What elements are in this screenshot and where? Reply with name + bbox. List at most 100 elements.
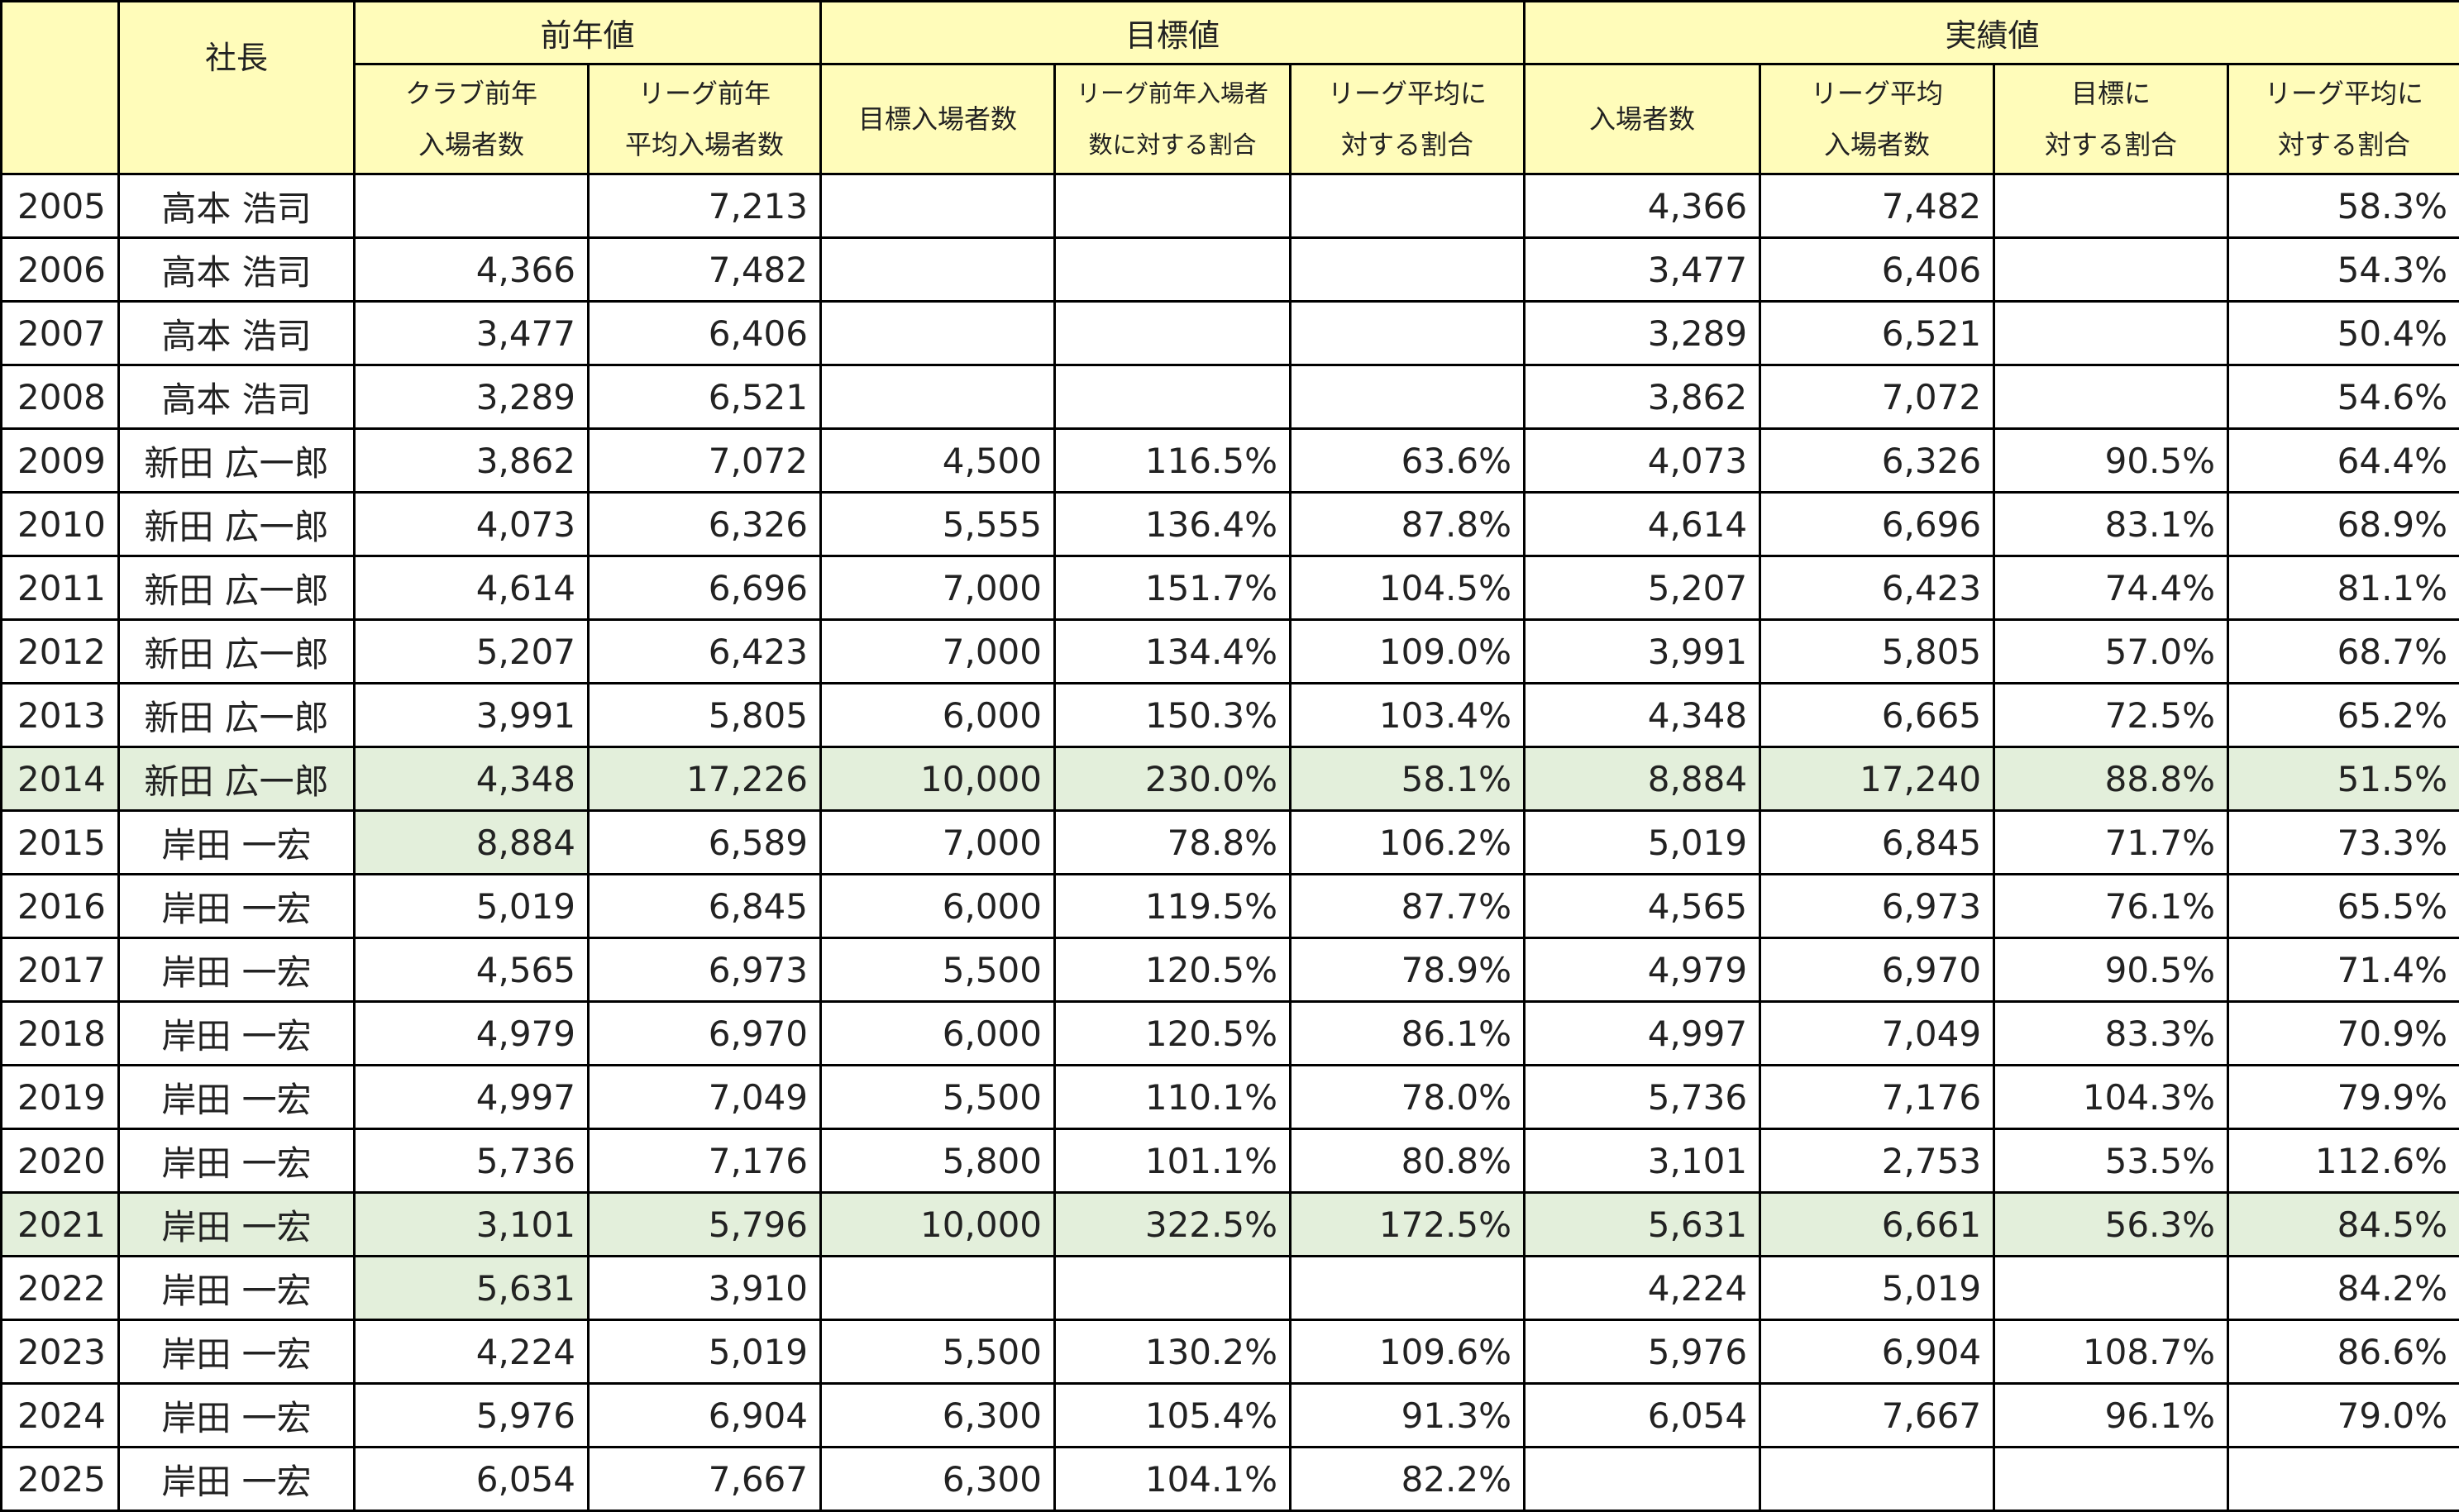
value-cell: 4,073 <box>355 493 589 556</box>
value-cell: 130.2% <box>1055 1320 1291 1384</box>
year-cell: 2021 <box>2 1193 119 1257</box>
name-cell: 岸田 一宏 <box>119 1320 355 1384</box>
name-cell: 高本 浩司 <box>119 238 355 302</box>
name-cell: 新田 広一郎 <box>119 429 355 493</box>
value-cell: 57.0% <box>1994 620 2228 684</box>
value-cell: 50.4% <box>2228 302 2459 365</box>
empty-cell <box>821 302 1055 365</box>
value-cell: 5,019 <box>589 1320 821 1384</box>
value-cell: 84.2% <box>2228 1257 2459 1320</box>
value-cell: 17,240 <box>1760 747 1994 811</box>
value-cell: 7,072 <box>589 429 821 493</box>
value-cell: 7,482 <box>589 238 821 302</box>
value-cell: 5,736 <box>1525 1066 1760 1129</box>
value-cell: 5,500 <box>821 1066 1055 1129</box>
value-cell: 5,019 <box>1525 811 1760 875</box>
value-cell: 6,406 <box>589 302 821 365</box>
year-cell: 2008 <box>2 365 119 429</box>
value-cell: 3,101 <box>355 1193 589 1257</box>
empty-cell <box>1291 174 1525 238</box>
value-cell: 230.0% <box>1055 747 1291 811</box>
value-cell: 6,423 <box>1760 556 1994 620</box>
name-cell: 岸田 一宏 <box>119 1448 355 1511</box>
value-cell: 119.5% <box>1055 875 1291 938</box>
value-cell: 58.1% <box>1291 747 1525 811</box>
empty-cell <box>1055 174 1291 238</box>
value-cell: 6,326 <box>589 493 821 556</box>
name-cell: 岸田 一宏 <box>119 1129 355 1193</box>
empty-cell <box>1291 302 1525 365</box>
value-cell: 6,054 <box>1525 1384 1760 1448</box>
sub-header: リーグ前年 平均入場者数 <box>589 64 821 174</box>
value-cell: 4,348 <box>355 747 589 811</box>
value-cell: 65.2% <box>2228 684 2459 747</box>
value-cell: 6,000 <box>821 875 1055 938</box>
year-cell: 2005 <box>2 174 119 238</box>
value-cell: 108.7% <box>1994 1320 2228 1384</box>
value-cell: 120.5% <box>1055 1002 1291 1066</box>
year-cell: 2023 <box>2 1320 119 1384</box>
empty-cell <box>821 1257 1055 1320</box>
name-cell: 岸田 一宏 <box>119 1002 355 1066</box>
value-cell: 83.3% <box>1994 1002 2228 1066</box>
empty-cell <box>1525 1448 1760 1511</box>
value-cell: 4,565 <box>355 938 589 1002</box>
value-cell: 4,224 <box>1525 1257 1760 1320</box>
value-cell: 3,910 <box>589 1257 821 1320</box>
value-cell: 56.3% <box>1994 1193 2228 1257</box>
sub-header: クラブ前年 入場者数 <box>355 64 589 174</box>
value-cell: 6,973 <box>1760 875 1994 938</box>
year-cell: 2024 <box>2 1384 119 1448</box>
value-cell: 5,500 <box>821 938 1055 1002</box>
value-cell: 6,521 <box>589 365 821 429</box>
empty-cell <box>1994 302 2228 365</box>
value-cell: 106.2% <box>1291 811 1525 875</box>
name-cell: 新田 広一郎 <box>119 684 355 747</box>
value-cell: 53.5% <box>1994 1129 2228 1193</box>
name-cell: 新田 広一郎 <box>119 493 355 556</box>
name-cell: 岸田 一宏 <box>119 1384 355 1448</box>
value-cell: 120.5% <box>1055 938 1291 1002</box>
value-cell: 79.9% <box>2228 1066 2459 1129</box>
value-cell: 4,224 <box>355 1320 589 1384</box>
value-cell: 172.5% <box>1291 1193 1525 1257</box>
value-cell: 63.6% <box>1291 429 1525 493</box>
empty-cell <box>1055 365 1291 429</box>
value-cell: 10,000 <box>821 1193 1055 1257</box>
value-cell: 6,423 <box>589 620 821 684</box>
name-cell: 岸田 一宏 <box>119 1257 355 1320</box>
year-cell: 2022 <box>2 1257 119 1320</box>
sub-header: リーグ前年入場者 数に対する割合 <box>1055 64 1291 174</box>
name-cell: 岸田 一宏 <box>119 938 355 1002</box>
value-cell: 7,667 <box>589 1448 821 1511</box>
year-cell: 2011 <box>2 556 119 620</box>
corner-cell <box>2 2 119 174</box>
value-cell: 83.1% <box>1994 493 2228 556</box>
value-cell: 87.8% <box>1291 493 1525 556</box>
value-cell: 4,073 <box>1525 429 1760 493</box>
name-cell: 新田 広一郎 <box>119 556 355 620</box>
sub-header: リーグ平均 入場者数 <box>1760 64 1994 174</box>
value-cell: 4,366 <box>355 238 589 302</box>
value-cell: 322.5% <box>1055 1193 1291 1257</box>
value-cell: 6,845 <box>1760 811 1994 875</box>
value-cell: 6,973 <box>589 938 821 1002</box>
value-cell: 6,000 <box>821 684 1055 747</box>
value-cell: 80.8% <box>1291 1129 1525 1193</box>
value-cell: 86.1% <box>1291 1002 1525 1066</box>
value-cell: 7,176 <box>589 1129 821 1193</box>
year-cell: 2015 <box>2 811 119 875</box>
